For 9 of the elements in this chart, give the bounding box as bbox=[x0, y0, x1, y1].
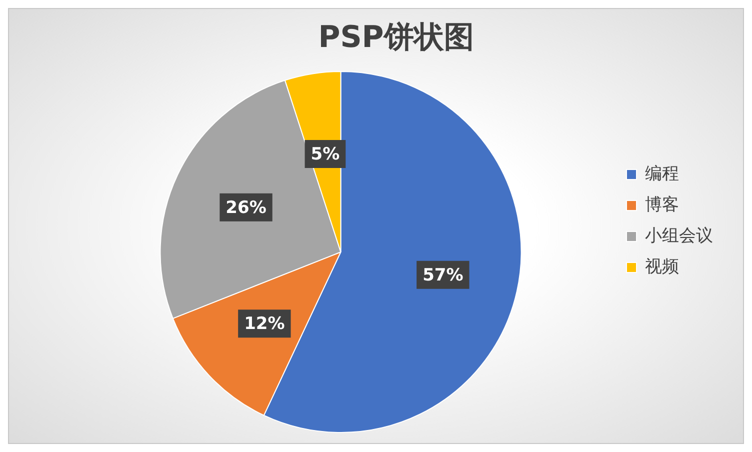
legend-label: 博客 bbox=[645, 194, 679, 215]
legend-label: 视频 bbox=[645, 256, 679, 277]
data-label: 57% bbox=[422, 265, 464, 286]
legend-label: 小组会议 bbox=[645, 226, 713, 246]
chart-title: PSP饼状图 bbox=[318, 20, 474, 55]
data-label: 26% bbox=[226, 198, 266, 218]
data-label: 12% bbox=[244, 314, 285, 334]
legend-label: 编程 bbox=[645, 164, 679, 184]
data-label: 5% bbox=[310, 144, 340, 164]
